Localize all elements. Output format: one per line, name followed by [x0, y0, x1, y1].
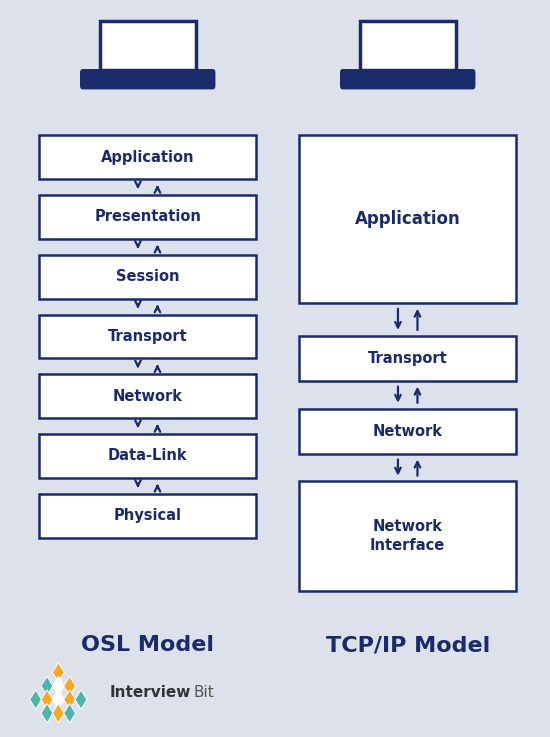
FancyBboxPatch shape [299, 481, 516, 591]
FancyBboxPatch shape [40, 434, 256, 478]
Text: Interview: Interview [110, 685, 191, 700]
Polygon shape [75, 690, 87, 709]
Text: Bit: Bit [194, 685, 214, 700]
Polygon shape [41, 677, 53, 696]
Text: Physical: Physical [114, 509, 182, 523]
FancyBboxPatch shape [360, 21, 456, 71]
Text: Network: Network [373, 424, 443, 439]
Polygon shape [52, 690, 64, 709]
FancyBboxPatch shape [40, 255, 256, 298]
FancyBboxPatch shape [299, 136, 516, 303]
Text: TCP/IP Model: TCP/IP Model [326, 635, 490, 655]
Bar [368, 74, 447, 77]
FancyBboxPatch shape [40, 195, 256, 239]
Text: Network
Interface: Network Interface [370, 519, 446, 553]
FancyBboxPatch shape [40, 136, 256, 179]
Text: Application: Application [101, 150, 195, 164]
FancyBboxPatch shape [40, 315, 256, 358]
FancyBboxPatch shape [299, 336, 516, 381]
Text: Session: Session [116, 269, 179, 284]
FancyBboxPatch shape [299, 408, 516, 454]
FancyBboxPatch shape [100, 21, 196, 71]
Polygon shape [64, 704, 75, 723]
Polygon shape [64, 677, 75, 696]
Text: Transport: Transport [108, 329, 188, 344]
Polygon shape [41, 690, 53, 709]
FancyBboxPatch shape [40, 374, 256, 418]
Polygon shape [41, 704, 53, 723]
Polygon shape [64, 690, 75, 709]
Bar [108, 74, 187, 77]
Text: Data-Link: Data-Link [108, 448, 188, 464]
Polygon shape [52, 677, 64, 696]
FancyBboxPatch shape [80, 69, 216, 89]
Polygon shape [52, 663, 64, 682]
Text: OSL Model: OSL Model [81, 635, 214, 655]
FancyBboxPatch shape [340, 69, 475, 89]
Text: Application: Application [355, 210, 460, 228]
Polygon shape [30, 690, 42, 709]
Text: Presentation: Presentation [94, 209, 201, 225]
Polygon shape [52, 704, 64, 723]
Text: Network: Network [113, 388, 183, 404]
FancyBboxPatch shape [40, 494, 256, 537]
Text: Transport: Transport [368, 351, 448, 366]
